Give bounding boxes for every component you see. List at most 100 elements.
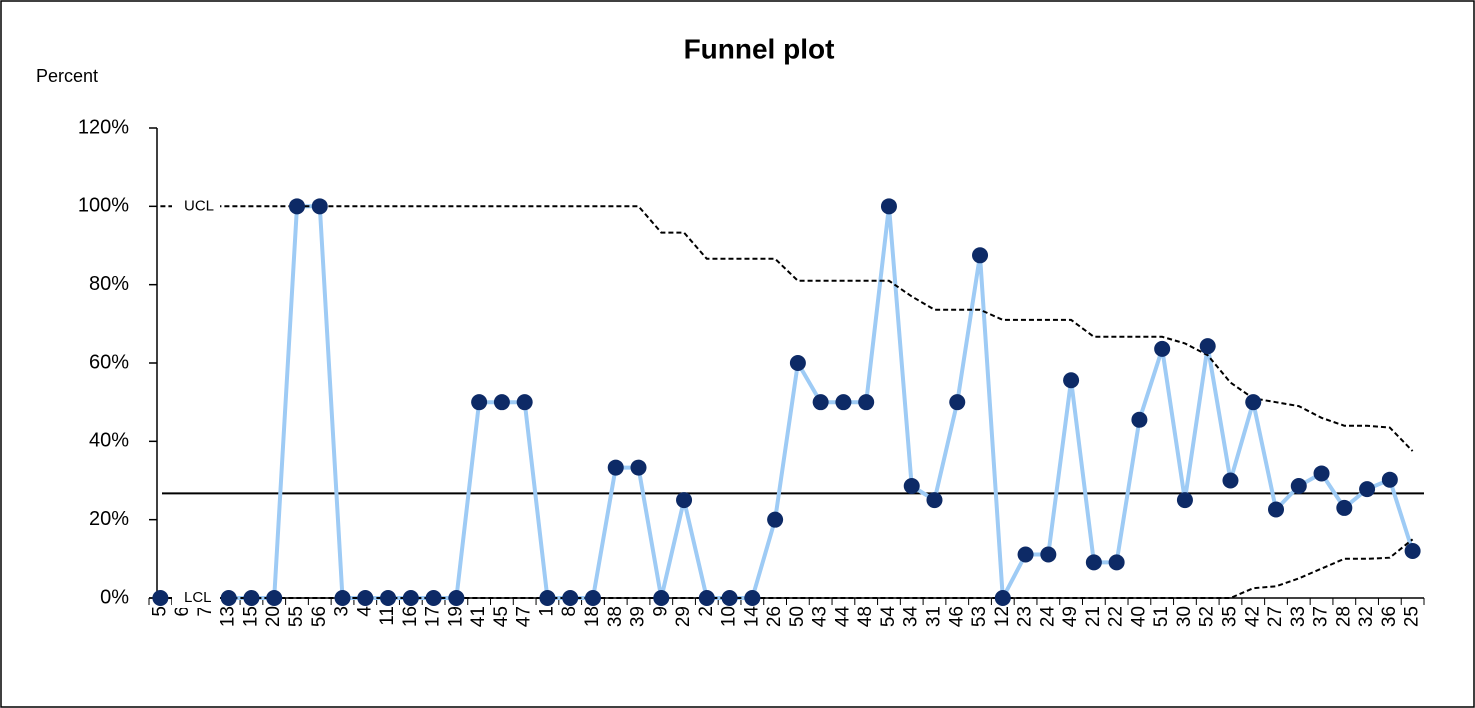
data-point <box>972 247 989 264</box>
data-point <box>562 590 579 606</box>
data-point <box>812 394 829 411</box>
x-tick-label: 47 <box>514 606 535 627</box>
x-tick-label: 27 <box>1265 606 1286 627</box>
x-tick-label: 28 <box>1333 606 1354 627</box>
y-tick-label: 80% <box>89 273 129 295</box>
limit-label-bg <box>172 588 220 608</box>
data-point <box>1154 340 1171 357</box>
x-tick-label: 23 <box>1015 606 1036 627</box>
x-tick-label: 2 <box>696 606 717 617</box>
data-point <box>835 394 852 411</box>
x-tick-label: 9 <box>650 606 671 617</box>
x-tick-label: 43 <box>810 606 831 627</box>
data-point <box>539 590 556 606</box>
x-tick-label: 41 <box>468 606 489 627</box>
x-tick-label: 1 <box>536 606 557 617</box>
data-point <box>1063 372 1080 389</box>
data-point <box>584 590 601 606</box>
data-point <box>789 355 806 371</box>
limit-line <box>160 205 1414 452</box>
data-point <box>1176 492 1193 509</box>
x-tick-label: 4 <box>354 606 375 617</box>
x-tick-label: 18 <box>582 606 603 627</box>
x-tick-label: 39 <box>628 606 649 627</box>
x-tick-label: 32 <box>1356 606 1377 627</box>
data-point <box>1017 546 1034 563</box>
data-point <box>949 394 966 411</box>
x-tick-label: 5 <box>149 606 170 617</box>
x-tick-label: 52 <box>1197 606 1218 627</box>
data-point <box>607 459 624 476</box>
data-point <box>402 590 419 606</box>
data-point <box>380 590 397 606</box>
y-tick-label: 40% <box>89 430 129 452</box>
data-point <box>630 459 647 476</box>
limit-label-bg <box>172 196 220 217</box>
x-tick-label: 34 <box>901 606 922 628</box>
data-point <box>425 590 442 606</box>
x-tick-label: 11 <box>377 606 398 626</box>
x-tick-label: 12 <box>992 606 1013 627</box>
x-tick-label: 24 <box>1037 606 1058 628</box>
data-point <box>858 394 875 411</box>
x-tick-label: 50 <box>787 606 808 627</box>
limit-label: UCL <box>184 197 214 214</box>
data-point <box>1108 554 1125 571</box>
y-tick-label: 60% <box>89 351 129 373</box>
data-point <box>288 198 305 215</box>
x-tick-label: 42 <box>1242 606 1263 627</box>
data-point <box>1313 465 1330 482</box>
data-point <box>1199 338 1216 355</box>
x-tick-label: 10 <box>719 606 740 627</box>
data-point <box>653 590 670 606</box>
x-tick-label: 13 <box>218 606 239 627</box>
data-point <box>1040 546 1057 563</box>
x-tick-label: 7 <box>195 606 216 617</box>
data-point <box>926 492 943 509</box>
x-tick-label: 22 <box>1106 606 1127 627</box>
x-tick-label: 46 <box>946 606 967 627</box>
y-tick-label: 100% <box>78 195 129 217</box>
x-tick-label: 26 <box>764 606 785 627</box>
x-tick-label: 29 <box>673 606 694 627</box>
data-point <box>311 198 328 215</box>
x-tick-label: 31 <box>924 606 945 627</box>
data-point <box>1222 472 1239 489</box>
data-point <box>266 590 283 606</box>
x-tick-label: 54 <box>878 606 899 628</box>
data-point <box>471 394 488 411</box>
x-tick-label: 14 <box>741 606 762 628</box>
data-point <box>152 590 169 606</box>
x-tick-label: 15 <box>240 606 261 627</box>
data-point <box>1381 471 1398 488</box>
data-point <box>676 492 693 509</box>
x-tick-label: 19 <box>445 606 466 627</box>
x-tick-label: 38 <box>605 606 626 627</box>
x-tick-label: 45 <box>491 606 512 627</box>
data-point <box>767 511 784 528</box>
data-point <box>1131 411 1148 428</box>
x-tick-label: 51 <box>1151 606 1172 627</box>
x-tick-label: 17 <box>423 606 444 627</box>
x-tick-label: 35 <box>1219 606 1240 627</box>
data-point <box>1359 481 1376 498</box>
data-point <box>1245 394 1262 411</box>
x-tick-label: 3 <box>332 606 353 617</box>
data-point <box>448 590 465 606</box>
y-tick-label: 120% <box>78 116 129 138</box>
x-tick-label: 25 <box>1402 606 1423 627</box>
x-tick-label: 56 <box>309 606 330 627</box>
data-point <box>994 590 1011 606</box>
y-tick-label: 0% <box>100 586 129 608</box>
x-tick-label: 55 <box>286 606 307 627</box>
data-point <box>1336 499 1353 516</box>
x-tick-label: 49 <box>1060 606 1081 627</box>
chart-title: Funnel plot <box>684 33 835 64</box>
data-point <box>220 590 237 606</box>
data-point <box>243 590 260 606</box>
x-tick-label: 44 <box>832 606 853 628</box>
limit-label: LCL <box>184 589 212 606</box>
data-point <box>1085 554 1102 571</box>
